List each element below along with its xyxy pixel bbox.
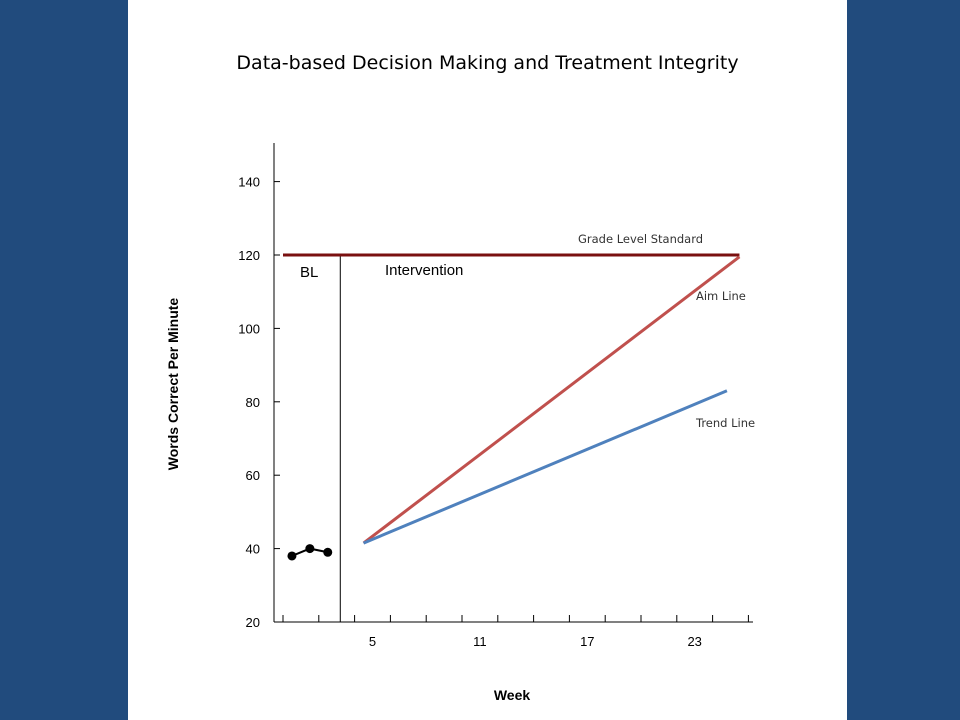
aim-line-label: Aim Line [696,289,746,303]
baseline-data-point [323,547,333,557]
x-tick-label: 17 [580,634,594,649]
slide-canvas [128,0,847,720]
trend-line-label: Trend Line [695,416,755,430]
phase-label-intervention: Intervention [385,262,463,279]
left-frame-bar [0,0,128,720]
y-tick-label: 80 [246,395,260,410]
right-frame-bar [847,0,960,720]
phase-label-baseline: BL [300,264,318,281]
grade-level-standard-label: Grade Level Standard [578,232,703,246]
baseline-data-point [305,544,315,554]
y-tick-label: 120 [238,248,260,263]
x-tick-label: 5 [369,634,376,649]
trend-line [362,389,728,545]
x-tick-label: 23 [687,634,701,649]
y-tick-label: 20 [246,615,260,630]
y-tick-label: 140 [238,175,260,190]
y-tick-label: 100 [238,321,260,336]
baseline-data-point [287,551,297,561]
slide-title: Data-based Decision Making and Treatment… [236,52,739,74]
aim-line [362,255,741,545]
x-tick-label: 11 [473,634,487,649]
y-tick-label: 40 [246,542,260,557]
y-tick-label: 60 [246,468,260,483]
x-axis-label: Week [494,687,531,703]
y-axis-label: Words Correct Per Minute [165,298,181,471]
